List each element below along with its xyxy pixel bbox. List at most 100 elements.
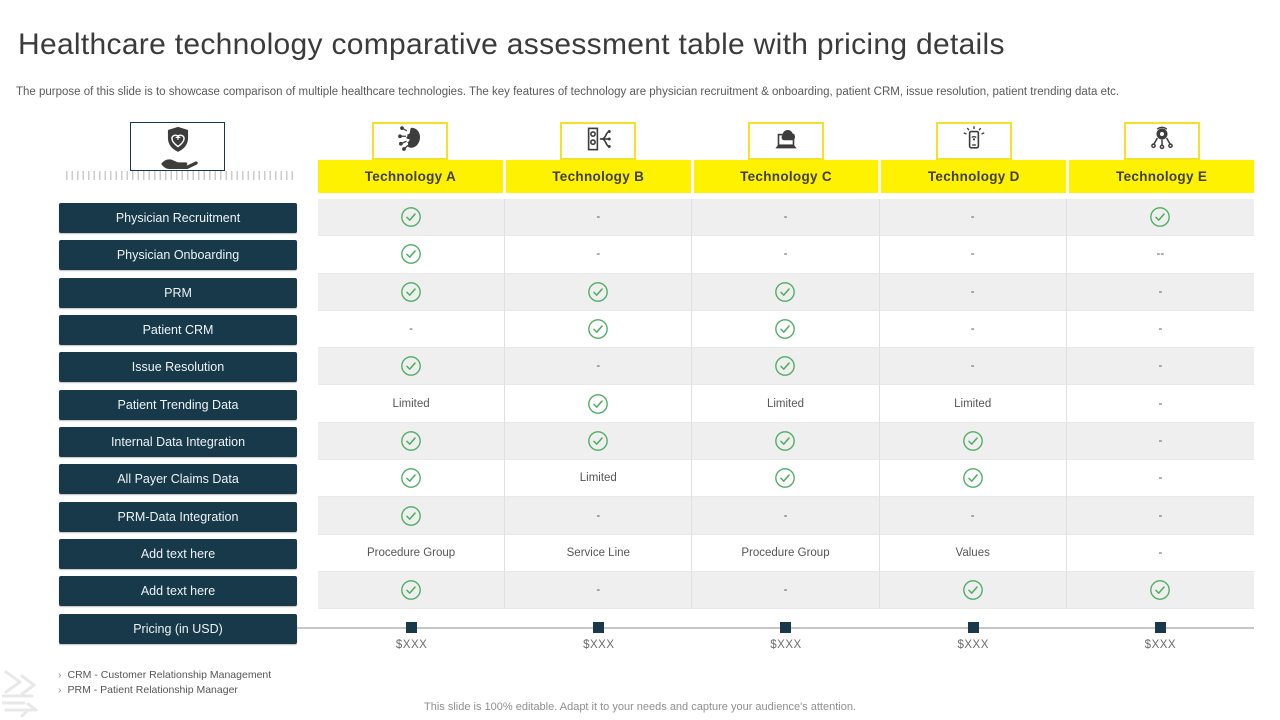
grid-cell-r7-c2 xyxy=(505,422,693,461)
grid-cell-r11-c2: - xyxy=(505,571,693,610)
pricing-button[interactable]: Pricing (in USD) xyxy=(59,613,297,644)
check-circle-icon xyxy=(774,467,796,489)
grid-cell-r1-c4: - xyxy=(879,199,1067,237)
feature-button-6[interactable]: Patient Trending Data xyxy=(59,389,297,420)
server-network-icon xyxy=(583,124,613,159)
check-circle-icon xyxy=(587,393,609,415)
grid-cell-r3-c2 xyxy=(505,273,693,311)
ai-robot-icon xyxy=(1147,124,1177,159)
feature-button-3[interactable]: PRM xyxy=(59,277,297,308)
column-header-label: Technology D xyxy=(881,160,1067,193)
check-circle-icon xyxy=(1149,206,1171,228)
tech-icon-box xyxy=(1123,122,1200,160)
grid-cell-r1-c3: - xyxy=(692,199,880,237)
tech-icon-box xyxy=(560,122,637,160)
grid-cell-r2-c1 xyxy=(318,236,506,274)
slide-subtitle: The purpose of this slide is to showcase… xyxy=(16,86,1120,98)
grid-cell-r8-c2: Limited xyxy=(505,460,693,498)
grid-cell-r2-c4: - xyxy=(879,236,1067,274)
feature-button-1[interactable]: Physician Recruitment xyxy=(59,203,297,233)
feature-button-9[interactable]: PRM-Data Integration xyxy=(59,501,297,532)
footnote-chevron-icon: › xyxy=(58,683,62,696)
grid-cell-r8-c3 xyxy=(692,460,880,498)
price-label: $XXX xyxy=(583,639,615,651)
column-header-label: Technology B xyxy=(505,160,691,193)
grid-cell-r5-c1 xyxy=(318,348,506,386)
laptop-cloud-icon xyxy=(771,124,801,159)
hatch-divider xyxy=(66,171,295,180)
feature-button-5[interactable]: Issue Resolution xyxy=(59,352,297,383)
grid-cell-r5-c3 xyxy=(692,348,880,386)
column-header-4: Technology D xyxy=(881,122,1067,193)
grid-cell-r9-c4: - xyxy=(879,497,1067,535)
tech-icon-box xyxy=(935,122,1012,160)
grid-cell-r9-c5: - xyxy=(1066,497,1254,535)
grid-cell-r5-c4: - xyxy=(879,348,1067,386)
grid-cell-r3-c4: - xyxy=(879,273,1067,311)
column-header-3: Technology C xyxy=(693,122,879,193)
brain-circuit-icon xyxy=(395,124,425,159)
pricing-marker-2: $XXX xyxy=(505,622,692,651)
check-circle-icon xyxy=(774,281,796,303)
feature-button-4[interactable]: Patient CRM xyxy=(59,315,297,346)
grid-cell-r9-c1 xyxy=(318,497,506,535)
grid-cell-r8-c5: - xyxy=(1066,460,1254,498)
check-circle-icon xyxy=(400,355,422,377)
check-circle-icon xyxy=(587,281,609,303)
feature-button-11[interactable]: Add text here xyxy=(59,576,297,607)
column-header-5: Technology E xyxy=(1069,122,1254,193)
check-circle-icon xyxy=(962,467,984,489)
price-point-square xyxy=(406,622,418,633)
check-circle-icon xyxy=(774,430,796,452)
feature-button-2[interactable]: Physician Onboarding xyxy=(59,240,297,271)
footnotes: › CRM - Customer Relationship Management ›… xyxy=(58,668,271,697)
grid-cell-r10-c1: Procedure Group xyxy=(318,534,506,572)
grid-cell-r10-c5: - xyxy=(1066,534,1254,572)
price-point-square xyxy=(967,622,979,633)
feature-button-10[interactable]: Add text here xyxy=(59,539,297,570)
grid-cell-r4-c3 xyxy=(692,310,880,349)
check-circle-icon xyxy=(1149,579,1171,601)
grid-cell-r6-c5: - xyxy=(1066,385,1254,423)
feature-icon-box xyxy=(130,122,225,171)
check-circle-icon xyxy=(587,318,609,340)
check-circle-icon xyxy=(962,579,984,601)
pricing-marker-3: $XXX xyxy=(692,622,879,651)
grid-cell-r4-c5: - xyxy=(1066,310,1254,349)
pricing-marker-4: $XXX xyxy=(880,622,1067,651)
grid-cell-r1-c5 xyxy=(1066,199,1254,237)
check-circle-icon xyxy=(400,579,422,601)
grid-cell-r4-c1: - xyxy=(318,310,506,349)
feature-button-8[interactable]: All Payer Claims Data xyxy=(59,464,297,495)
grid-cell-r7-c1 xyxy=(318,422,506,461)
editable-note: This slide is 100% editable. Adapt it to… xyxy=(424,701,856,713)
grid-cell-r5-c2: - xyxy=(505,348,693,386)
grid-cell-r8-c1 xyxy=(318,460,506,498)
grid-cell-r6-c2 xyxy=(505,385,693,423)
price-point-square xyxy=(593,622,605,633)
check-circle-icon xyxy=(400,206,422,228)
column-header-1: Technology A xyxy=(318,122,503,193)
watermark-arrows-icon xyxy=(0,658,74,720)
pricing-marker-1: $XXX xyxy=(318,622,505,651)
price-label: $XXX xyxy=(395,639,428,651)
check-circle-icon xyxy=(400,243,422,265)
check-circle-icon xyxy=(587,430,609,452)
footnote-1: › CRM - Customer Relationship Management xyxy=(58,668,271,683)
tech-icon-box xyxy=(747,122,824,160)
grid-cell-r11-c3: - xyxy=(692,571,880,610)
grid-cell-r6-c3: Limited xyxy=(692,385,880,423)
footnote-2: › PRM - Patient Relationship Manager xyxy=(58,683,271,698)
grid-cell-r3-c1 xyxy=(318,273,506,311)
grid-cell-r10-c3: Procedure Group xyxy=(692,534,880,572)
page-title: Healthcare technology comparative assess… xyxy=(18,28,1005,61)
check-circle-icon xyxy=(400,430,422,452)
check-circle-icon xyxy=(400,467,422,489)
check-circle-icon xyxy=(962,430,984,452)
comparison-grid: - - - - - - -- - - - - - - - - Limited Limited Limited - - L… xyxy=(318,199,1254,610)
feature-button-7[interactable]: Internal Data Integration xyxy=(59,427,297,458)
grid-cell-r11-c5 xyxy=(1066,571,1254,610)
tech-icon-box xyxy=(372,122,449,160)
pricing-axis-line xyxy=(297,627,1254,629)
